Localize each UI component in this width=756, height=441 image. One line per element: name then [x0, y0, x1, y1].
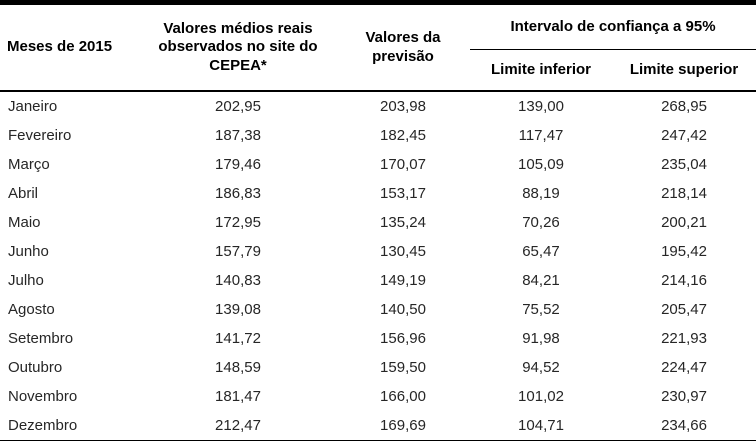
- cell-observed: 179,46: [140, 150, 336, 179]
- cell-month: Abril: [0, 179, 140, 208]
- cell-month: Dezembro: [0, 411, 140, 441]
- header-months: Meses de 2015: [0, 2, 140, 92]
- table-row: Fevereiro 187,38 182,45 117,47 247,42: [0, 121, 756, 150]
- cell-upper-limit: 218,14: [612, 179, 756, 208]
- cell-month: Maio: [0, 208, 140, 237]
- cell-forecast: 159,50: [336, 353, 470, 382]
- table-row: Junho 157,79 130,45 65,47 195,42: [0, 237, 756, 266]
- cell-observed: 187,38: [140, 121, 336, 150]
- cell-observed: 139,08: [140, 295, 336, 324]
- cell-observed: 141,72: [140, 324, 336, 353]
- table-row: Agosto 139,08 140,50 75,52 205,47: [0, 295, 756, 324]
- cell-observed: 186,83: [140, 179, 336, 208]
- cell-forecast: 149,19: [336, 266, 470, 295]
- cell-forecast: 169,69: [336, 411, 470, 441]
- cell-forecast: 170,07: [336, 150, 470, 179]
- table-row: Março 179,46 170,07 105,09 235,04: [0, 150, 756, 179]
- cell-lower-limit: 117,47: [470, 121, 612, 150]
- cell-month: Janeiro: [0, 91, 140, 121]
- cell-lower-limit: 91,98: [470, 324, 612, 353]
- cell-upper-limit: 214,16: [612, 266, 756, 295]
- cell-forecast: 135,24: [336, 208, 470, 237]
- cell-upper-limit: 230,97: [612, 382, 756, 411]
- cell-observed: 181,47: [140, 382, 336, 411]
- cell-upper-limit: 235,04: [612, 150, 756, 179]
- cell-forecast: 156,96: [336, 324, 470, 353]
- cell-lower-limit: 105,09: [470, 150, 612, 179]
- header-lower-limit: Limite inferior: [470, 49, 612, 92]
- cell-month: Outubro: [0, 353, 140, 382]
- cell-lower-limit: 84,21: [470, 266, 612, 295]
- cell-forecast: 153,17: [336, 179, 470, 208]
- cell-lower-limit: 104,71: [470, 411, 612, 441]
- table-header: Meses de 2015 Valores médios reais obser…: [0, 2, 756, 92]
- cell-forecast: 140,50: [336, 295, 470, 324]
- cell-month: Fevereiro: [0, 121, 140, 150]
- table-row: Outubro 148,59 159,50 94,52 224,47: [0, 353, 756, 382]
- cell-lower-limit: 65,47: [470, 237, 612, 266]
- table-row: Janeiro 202,95 203,98 139,00 268,95: [0, 91, 756, 121]
- table-row: Julho 140,83 149,19 84,21 214,16: [0, 266, 756, 295]
- header-observed-values: Valores médios reais observados no site …: [140, 2, 336, 92]
- cell-upper-limit: 200,21: [612, 208, 756, 237]
- cell-upper-limit: 234,66: [612, 411, 756, 441]
- cell-upper-limit: 195,42: [612, 237, 756, 266]
- cell-lower-limit: 139,00: [470, 91, 612, 121]
- table-body: Janeiro 202,95 203,98 139,00 268,95 Feve…: [0, 91, 756, 441]
- header-confidence-interval: Intervalo de confiança a 95%: [470, 2, 756, 50]
- cell-lower-limit: 75,52: [470, 295, 612, 324]
- cell-month: Agosto: [0, 295, 140, 324]
- cell-observed: 172,95: [140, 208, 336, 237]
- cell-observed: 148,59: [140, 353, 336, 382]
- cell-upper-limit: 224,47: [612, 353, 756, 382]
- cell-lower-limit: 88,19: [470, 179, 612, 208]
- table-row: Dezembro 212,47 169,69 104,71 234,66: [0, 411, 756, 441]
- cell-month: Março: [0, 150, 140, 179]
- cell-month: Novembro: [0, 382, 140, 411]
- cell-observed: 140,83: [140, 266, 336, 295]
- cell-forecast: 166,00: [336, 382, 470, 411]
- header-forecast-values: Valores da previsão: [336, 2, 470, 92]
- cell-lower-limit: 101,02: [470, 382, 612, 411]
- cell-month: Setembro: [0, 324, 140, 353]
- cell-forecast: 203,98: [336, 91, 470, 121]
- table-row: Abril 186,83 153,17 88,19 218,14: [0, 179, 756, 208]
- cell-lower-limit: 70,26: [470, 208, 612, 237]
- cell-upper-limit: 221,93: [612, 324, 756, 353]
- cell-month: Julho: [0, 266, 140, 295]
- table-row: Maio 172,95 135,24 70,26 200,21: [0, 208, 756, 237]
- cell-observed: 202,95: [140, 91, 336, 121]
- cell-observed: 212,47: [140, 411, 336, 441]
- cell-observed: 157,79: [140, 237, 336, 266]
- cell-upper-limit: 268,95: [612, 91, 756, 121]
- cell-month: Junho: [0, 237, 140, 266]
- cell-forecast: 130,45: [336, 237, 470, 266]
- cell-upper-limit: 247,42: [612, 121, 756, 150]
- table-row: Novembro 181,47 166,00 101,02 230,97: [0, 382, 756, 411]
- cell-lower-limit: 94,52: [470, 353, 612, 382]
- header-upper-limit: Limite superior: [612, 49, 756, 92]
- cell-forecast: 182,45: [336, 121, 470, 150]
- table-row: Setembro 141,72 156,96 91,98 221,93: [0, 324, 756, 353]
- cell-upper-limit: 205,47: [612, 295, 756, 324]
